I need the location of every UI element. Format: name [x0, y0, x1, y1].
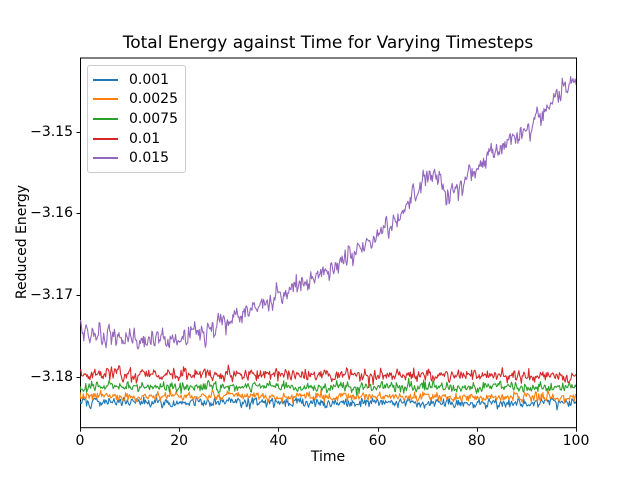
- x-tick-label: 0: [75, 433, 85, 449]
- x-tick-label: 20: [170, 433, 189, 449]
- y-axis-label: Reduced Energy: [14, 184, 30, 300]
- legend-line-sample: [93, 117, 118, 120]
- legend-entry: 0.001: [93, 70, 179, 90]
- legend-entry: 0.015: [93, 148, 179, 168]
- x-tick-label: 100: [562, 433, 590, 449]
- legend-entry-label: 0.0075: [129, 110, 178, 127]
- legend-entry: 0.0025: [93, 90, 179, 110]
- legend-entry-label: 0.01: [129, 130, 161, 147]
- legend-entry-label: 0.015: [129, 150, 170, 167]
- legend-line-sample: [93, 78, 118, 81]
- x-tick-label: 60: [368, 433, 387, 449]
- legend-entry-label: 0.0025: [129, 91, 178, 108]
- x-tick-label: 40: [269, 433, 288, 449]
- y-tick-label: −3.15: [30, 123, 73, 140]
- y-tick-label: −3.18: [30, 368, 73, 385]
- legend-entry: 0.0075: [93, 109, 179, 129]
- chart-title: Total Energy against Time for Varying Ti…: [122, 33, 534, 53]
- legend-line-sample: [93, 157, 118, 160]
- x-tick-label: 80: [467, 433, 486, 449]
- legend-entry: 0.01: [93, 129, 179, 149]
- legend: 0.001 0.0025 0.0075 0.01 0.015: [87, 65, 186, 173]
- legend-line-sample: [93, 98, 118, 101]
- legend-entry-label: 0.001: [129, 71, 170, 88]
- legend-line-sample: [93, 137, 118, 140]
- x-axis-label: Time: [310, 449, 346, 465]
- y-tick-label: −3.16: [30, 205, 73, 222]
- y-tick-label: −3.17: [30, 286, 73, 303]
